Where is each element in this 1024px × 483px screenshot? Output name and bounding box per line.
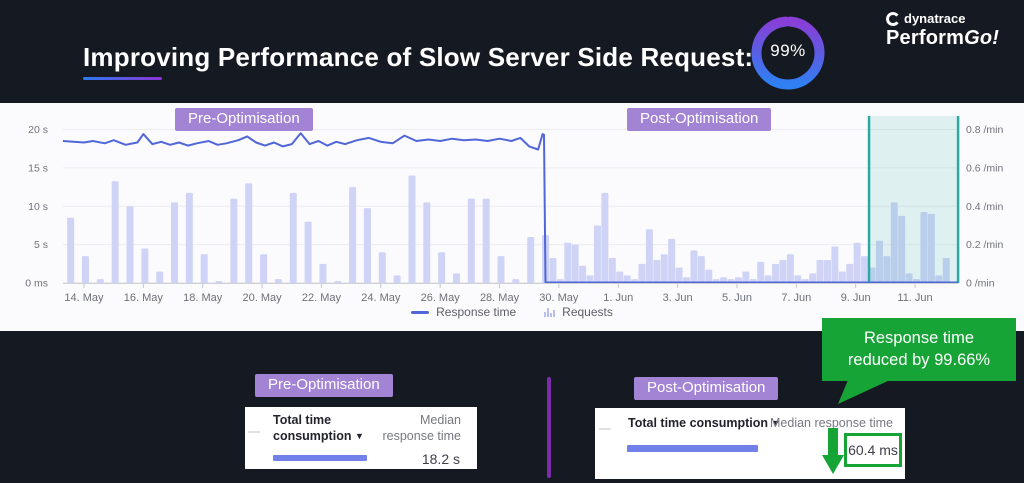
- svg-text:0 ms: 0 ms: [25, 278, 48, 290]
- column-header-median: Median response time: [770, 416, 893, 430]
- legend-label: Requests: [562, 305, 613, 319]
- svg-text:10 s: 10 s: [28, 201, 48, 213]
- bar-chart-swatch-icon: [544, 307, 556, 317]
- response-time-line: [62, 132, 959, 284]
- svg-text:30. May: 30. May: [539, 292, 579, 304]
- svg-text:5. Jun: 5. Jun: [722, 292, 752, 304]
- svg-text:20 s: 20 s: [28, 124, 48, 136]
- svg-text:24. May: 24. May: [361, 292, 401, 304]
- response-time-callout: Response time reduced by 99.66%: [822, 318, 1016, 381]
- legend-response-time: Response time: [411, 305, 516, 319]
- svg-text:20. May: 20. May: [243, 292, 283, 304]
- median-response-time-value: 18.2 s: [421, 451, 460, 467]
- svg-text:1. Jun: 1. Jun: [603, 292, 633, 304]
- svg-text:0.2 /min: 0.2 /min: [966, 239, 1004, 251]
- row-marker: [599, 428, 611, 430]
- title-underline: [83, 77, 162, 80]
- svg-text:14. May: 14. May: [64, 292, 104, 304]
- chart-post-optimisation-badge: Post-Optimisation: [627, 108, 772, 131]
- svg-text:0 /min: 0 /min: [966, 278, 995, 290]
- svg-text:0.6 /min: 0.6 /min: [966, 162, 1004, 174]
- axis-labels: 0 ms 0 /min 5 s 0.2 /min 10 s 0.4 /min 15 s 0.6…: [25, 124, 1003, 304]
- line-swatch-icon: [411, 310, 430, 314]
- pre-optimisation-table: Total time consumption ▼ Median response…: [245, 407, 477, 469]
- svg-text:7. Jun: 7. Jun: [781, 292, 811, 304]
- dynatrace-logo-icon: [886, 11, 900, 26]
- brand-logo: dynatrace PerformGo!: [886, 11, 999, 50]
- post-optimisation-badge: Post-Optimisation: [634, 377, 779, 400]
- improvement-gauge: 99%: [746, 7, 830, 95]
- svg-text:9. Jun: 9. Jun: [841, 292, 871, 304]
- total-time-bar: [273, 455, 367, 461]
- svg-text:15 s: 15 s: [28, 162, 48, 174]
- brand-event-suffix: Go!: [964, 27, 1000, 49]
- svg-text:22. May: 22. May: [302, 292, 342, 304]
- page-title: Improving Performance of Slow Server Sid…: [83, 42, 754, 72]
- svg-text:18. May: 18. May: [183, 292, 223, 304]
- callout-tail: [838, 380, 890, 404]
- svg-text:28. May: 28. May: [480, 292, 520, 304]
- column-header-total-time: Total time consumption ▼: [628, 416, 781, 430]
- gauge-ring-icon: [751, 16, 825, 90]
- total-time-bar: [627, 445, 758, 452]
- row-marker: [248, 431, 260, 433]
- gauge-percent: 99%: [770, 41, 806, 60]
- gridlines: [63, 129, 958, 284]
- chart-legend: Response time Requests: [0, 305, 1024, 319]
- chart-pre-optimisation-badge: Pre-Optimisation: [175, 108, 313, 131]
- svg-text:26. May: 26. May: [421, 292, 461, 304]
- svg-text:16. May: 16. May: [124, 292, 164, 304]
- vertical-divider: [547, 377, 551, 478]
- requests-bars: [67, 175, 950, 283]
- post-optimisation-table: Total time consumption ▼ Median response…: [595, 408, 905, 479]
- svg-text:0.4 /min: 0.4 /min: [966, 201, 1004, 213]
- svg-text:5 s: 5 s: [34, 239, 48, 251]
- svg-text:11. Jun: 11. Jun: [897, 292, 932, 304]
- median-response-time-value: 60.4 ms: [844, 433, 902, 467]
- selection-region: [867, 116, 960, 283]
- brand-event: Perform: [886, 27, 965, 49]
- legend-requests: Requests: [544, 305, 613, 319]
- column-header-median: Median response time: [382, 413, 461, 443]
- svg-text:3. Jun: 3. Jun: [663, 292, 693, 304]
- green-down-arrow-icon: [822, 428, 844, 474]
- pre-optimisation-badge: Pre-Optimisation: [255, 374, 393, 397]
- column-header-total-time: Total time consumption ▼: [273, 413, 364, 443]
- sort-descending-icon: ▼: [354, 430, 364, 441]
- svg-text:0.8 /min: 0.8 /min: [966, 124, 1004, 136]
- sort-descending-icon: ▼: [771, 418, 781, 428]
- timeseries-panel: 0 ms 0 /min 5 s 0.2 /min 10 s 0.4 /min 15 s 0.6…: [0, 103, 1024, 331]
- legend-label: Response time: [436, 305, 517, 319]
- brand-company: dynatrace: [904, 11, 966, 26]
- timeseries-chart: 0 ms 0 /min 5 s 0.2 /min 10 s 0.4 /min 15 s 0.6…: [25, 116, 1004, 304]
